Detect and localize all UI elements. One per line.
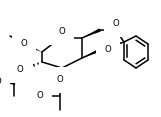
Polygon shape	[58, 68, 62, 80]
Text: O: O	[57, 75, 63, 84]
Polygon shape	[82, 48, 101, 58]
Text: O: O	[0, 77, 1, 86]
Text: O: O	[113, 20, 119, 29]
Text: O: O	[59, 27, 65, 37]
Polygon shape	[23, 42, 42, 52]
Text: O: O	[17, 66, 23, 75]
Polygon shape	[82, 28, 101, 38]
Text: O: O	[21, 40, 27, 49]
Text: O: O	[105, 46, 111, 55]
Text: O: O	[37, 91, 43, 101]
